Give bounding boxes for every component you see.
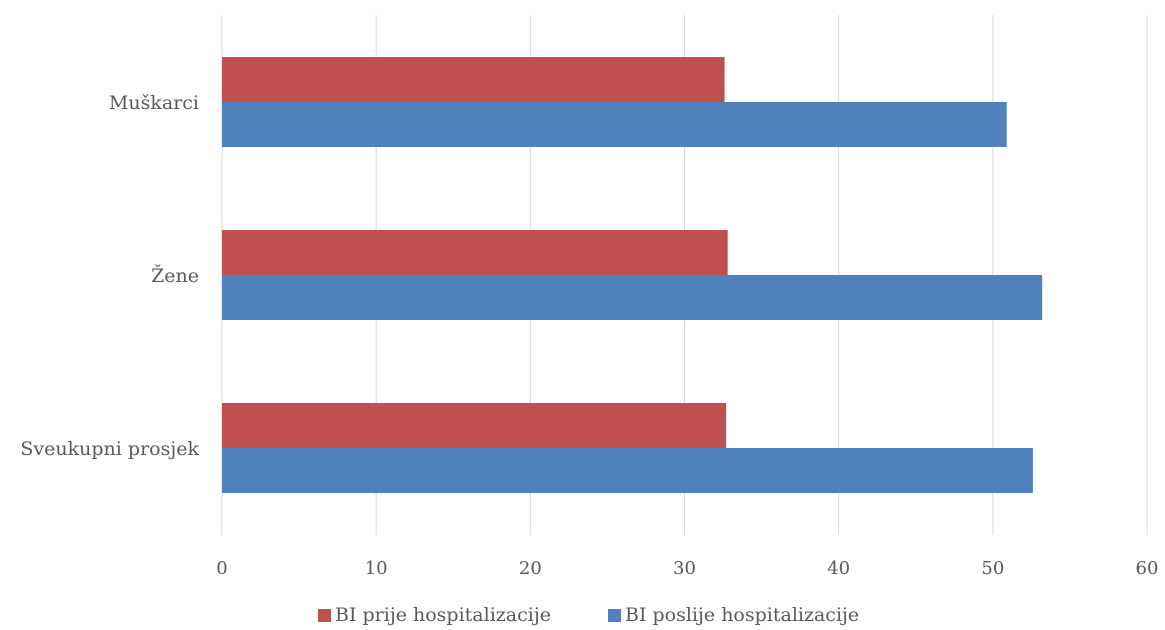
- x-tick-label: 10: [365, 558, 388, 579]
- bar-poslije-1: [222, 275, 1043, 320]
- x-tick-label: 30: [673, 558, 696, 579]
- category-label: Žene: [151, 264, 199, 287]
- legend: BI prije hospitalizacije BI poslije hospi…: [318, 604, 859, 626]
- bar-prije-1: [222, 230, 728, 275]
- legend-label: BI prije hospitalizacije: [335, 604, 551, 626]
- category-label: Sveukupni prosjek: [20, 438, 199, 460]
- bar-poslije-2: [222, 448, 1033, 493]
- bar-prije-2: [222, 403, 727, 448]
- x-tick-label: 40: [827, 558, 850, 579]
- category-label: Muškarci: [109, 92, 199, 114]
- legend-swatch: [608, 609, 621, 622]
- category-labels: Muškarci Žene Sveukupni prosjek: [20, 92, 199, 460]
- x-tick-label: 60: [1136, 558, 1159, 579]
- x-tick-labels: 0 10 20 30 40 50 60: [216, 558, 1158, 579]
- bars: [222, 57, 1043, 493]
- x-tick-label: 0: [216, 558, 227, 579]
- bar-prije-0: [222, 57, 725, 102]
- legend-label: BI poslije hospitalizacije: [625, 604, 859, 626]
- legend-swatch: [318, 609, 331, 622]
- x-tick-label: 20: [519, 558, 542, 579]
- x-tick-label: 50: [981, 558, 1004, 579]
- bar-poslije-0: [222, 102, 1007, 147]
